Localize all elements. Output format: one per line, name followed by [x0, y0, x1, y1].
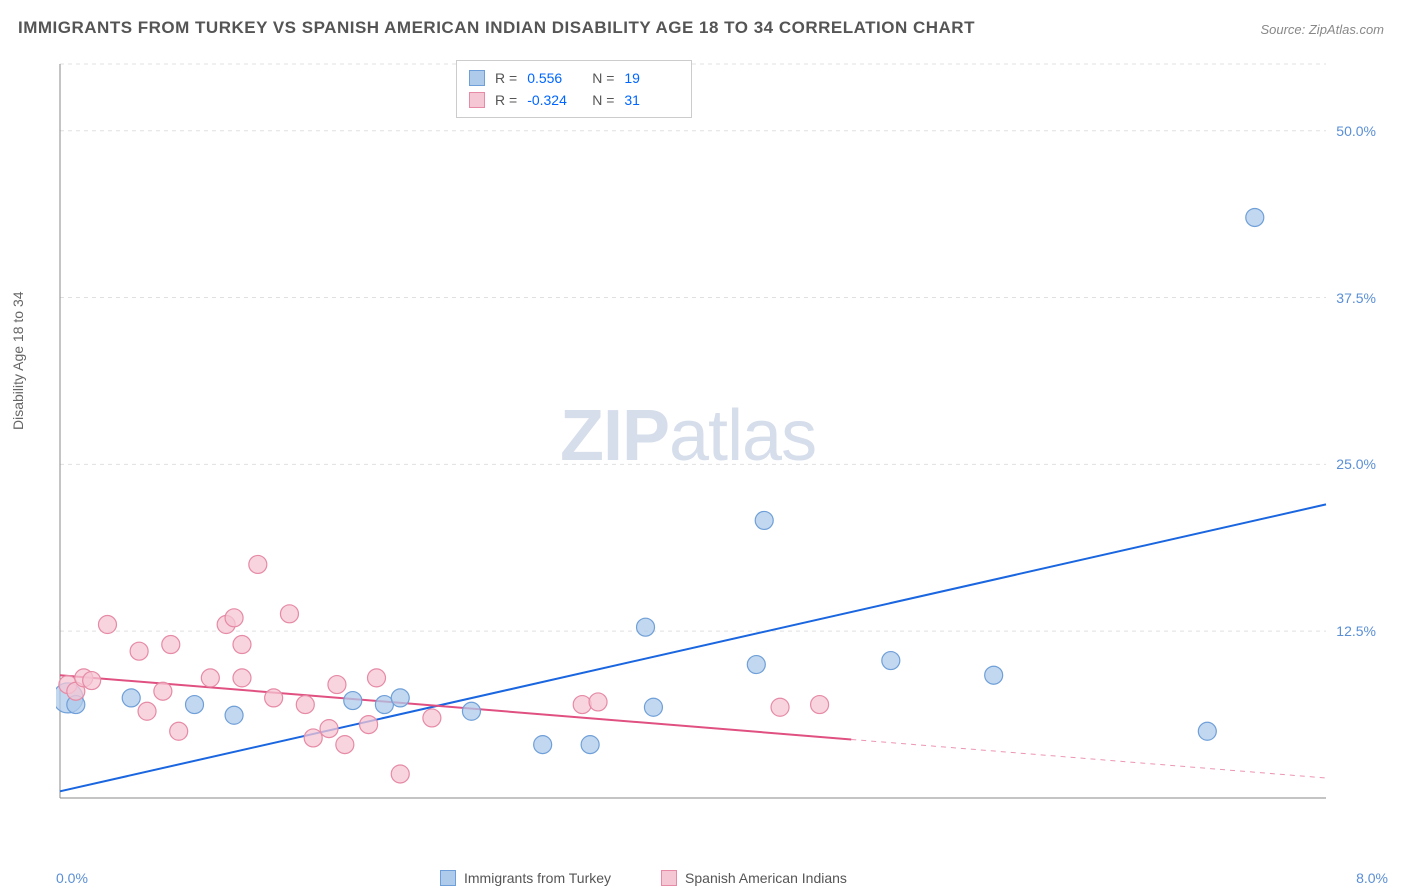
- legend-label: Immigrants from Turkey: [464, 870, 611, 886]
- y-axis-label: Disability Age 18 to 34: [10, 291, 26, 430]
- series-swatch: [469, 92, 485, 108]
- n-label: N =: [592, 89, 614, 111]
- source-attribution: Source: ZipAtlas.com: [1260, 22, 1384, 37]
- stat-row: R = -0.324 N = 31: [469, 89, 679, 111]
- n-value: 19: [624, 67, 679, 89]
- stat-row: R = 0.556 N = 19: [469, 67, 679, 89]
- r-label: R =: [495, 89, 517, 111]
- chart-area: R = 0.556 N = 19 R = -0.324 N = 31 12.5% 25.0% 37…: [56, 60, 1386, 828]
- legend-swatch: [661, 870, 677, 886]
- y-tick-label: 37.5%: [1336, 290, 1376, 306]
- legend-label: Spanish American Indians: [685, 870, 847, 886]
- legend-item: Immigrants from Turkey: [440, 870, 611, 886]
- x-axis-max-label: 8.0%: [1356, 870, 1388, 886]
- y-tick-label: 25.0%: [1336, 456, 1376, 472]
- x-axis-min-label: 0.0%: [56, 870, 88, 886]
- r-value: 0.556: [527, 67, 582, 89]
- legend-swatch: [440, 870, 456, 886]
- y-tick-label: 12.5%: [1336, 623, 1376, 639]
- legend-item: Spanish American Indians: [661, 870, 847, 886]
- chart-title: IMMIGRANTS FROM TURKEY VS SPANISH AMERIC…: [18, 18, 975, 38]
- correlation-stats-box: R = 0.556 N = 19 R = -0.324 N = 31: [456, 60, 692, 118]
- r-label: R =: [495, 67, 517, 89]
- n-label: N =: [592, 67, 614, 89]
- r-value: -0.324: [527, 89, 582, 111]
- legend: Immigrants from Turkey Spanish American I…: [440, 870, 847, 886]
- y-tick-label: 50.0%: [1336, 123, 1376, 139]
- series-swatch: [469, 70, 485, 86]
- n-value: 31: [624, 89, 679, 111]
